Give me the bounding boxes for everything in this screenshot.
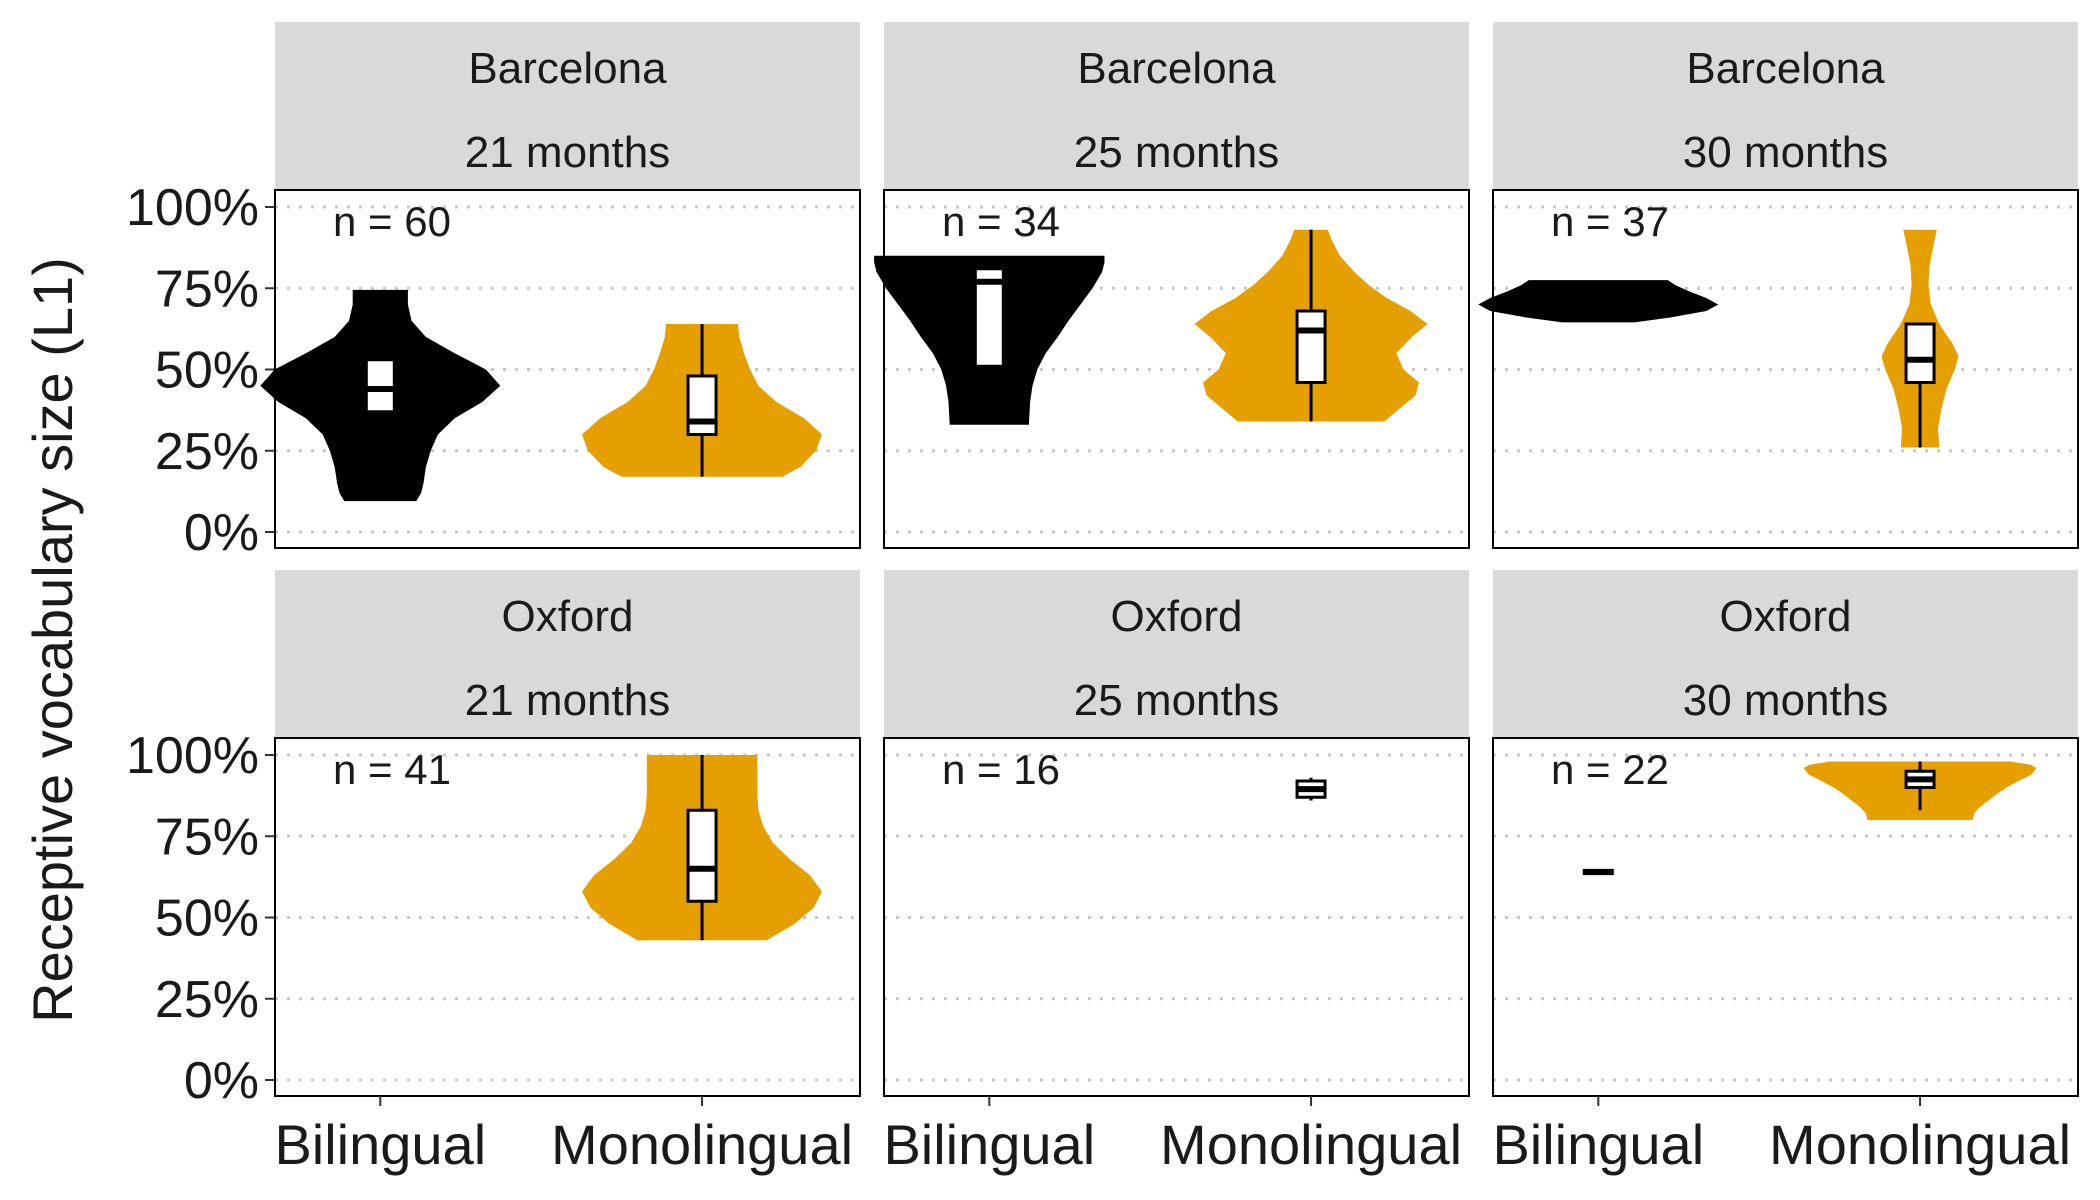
x-tick-label: Bilingual <box>1492 1113 1704 1176</box>
facet-strip <box>1493 22 2078 190</box>
facet-site-label: Barcelona <box>1686 44 1885 93</box>
box-iqr <box>686 374 718 436</box>
sample-size-label: n = 34 <box>942 198 1060 245</box>
facet-site-label: Oxford <box>501 592 633 641</box>
sample-size-label: n = 37 <box>1551 198 1669 245</box>
y-tick-label: 25% <box>155 423 259 481</box>
facet-panel: Barcelona 21 months 0% 25% 50% 75% 100% n = 60 <box>126 22 861 562</box>
facet-strip <box>884 22 1469 190</box>
facet-age-label: 21 months <box>465 676 670 725</box>
box-iqr <box>686 808 718 903</box>
facet-panel: Oxford 25 months n = 16 Bilingual Monolingua… <box>883 570 1470 1176</box>
box-iqr <box>973 267 1005 368</box>
facet-age-label: 25 months <box>1074 128 1279 177</box>
facet-site-label: Oxford <box>1719 592 1851 641</box>
y-tick-label: 100% <box>126 179 259 237</box>
y-tick-label: 75% <box>155 808 259 866</box>
facet-age-label: 25 months <box>1074 676 1279 725</box>
facet-panel: Barcelona 30 months n = 37 <box>1478 22 2079 549</box>
y-tick-label: 50% <box>155 890 259 948</box>
violin-bilingual <box>1478 280 1719 323</box>
facet-panel: Barcelona 25 months n = 34 <box>874 22 1470 549</box>
facet-panel: Oxford 30 months n = 22 Bilingual Monolingua… <box>1492 570 2079 1176</box>
panel-border <box>1492 737 2079 1097</box>
sample-size-label: n = 16 <box>942 746 1060 793</box>
x-tick-label: Bilingual <box>883 1113 1095 1176</box>
facet-strip <box>1493 570 2078 738</box>
facet-site-label: Barcelona <box>1077 44 1276 93</box>
box-iqr <box>364 358 396 414</box>
facet-strip <box>275 22 860 190</box>
x-tick-label: Monolingual <box>1160 1113 1462 1176</box>
y-tick-label: 50% <box>155 342 259 400</box>
panel-border <box>1492 189 2079 549</box>
y-tick-label: 100% <box>126 727 259 785</box>
panel-border <box>274 189 861 549</box>
sample-size-label: n = 22 <box>1551 746 1669 793</box>
facet-site-label: Oxford <box>1110 592 1242 641</box>
box-iqr <box>1904 322 1936 384</box>
facet-age-label: 21 months <box>465 128 670 177</box>
facet-strip <box>275 570 860 738</box>
y-tick-label: 0% <box>184 1052 259 1110</box>
x-tick-label: Monolingual <box>1769 1113 2071 1176</box>
box-iqr <box>1295 309 1327 384</box>
y-tick-label: 25% <box>155 971 259 1029</box>
facet-age-label: 30 months <box>1683 128 1888 177</box>
facet-age-label: 30 months <box>1683 676 1888 725</box>
facet-panel: Oxford 21 months 0% 25% 50% 75% 100% n = 41 Bili… <box>126 570 861 1176</box>
y-tick-label: 0% <box>184 504 259 562</box>
facet-site-label: Barcelona <box>468 44 667 93</box>
y-tick-label: 75% <box>155 260 259 318</box>
sample-size-label: n = 41 <box>333 746 451 793</box>
panel-border <box>883 189 1470 549</box>
x-tick-label: Bilingual <box>274 1113 486 1176</box>
y-axis-label: Receptive vocabulary size (L1) <box>21 257 84 1023</box>
sample-size-label: n = 60 <box>333 198 451 245</box>
panel-border <box>274 737 861 1097</box>
x-tick-label: Monolingual <box>551 1113 853 1176</box>
facet-strip <box>884 570 1469 738</box>
panel-border <box>883 737 1470 1097</box>
